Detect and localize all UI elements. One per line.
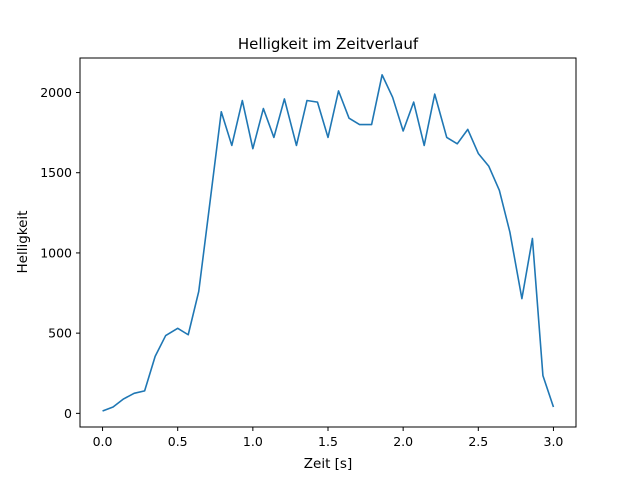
x-tick-label: 1.0 [243,434,263,449]
y-tick-label: 1500 [40,165,72,180]
chart-title: Helligkeit im Zeitverlauf [238,35,419,53]
y-axis-label: Helligkeit [15,211,31,274]
y-tick-label: 2000 [40,85,72,100]
series-line-helligkeit [102,74,555,412]
y-axis: 0 500 1000 1500 2000 [40,85,80,421]
y-tick-label: 500 [48,326,72,341]
x-tick-label: 2.0 [393,434,413,449]
x-tick-label: 1.5 [318,434,338,449]
x-axis-label: Zeit [s] [304,456,352,472]
y-tick-label: 1000 [40,245,72,260]
plot-area [102,74,555,412]
x-tick-label: 0.0 [93,434,113,449]
x-tick-label: 0.5 [168,434,188,449]
x-tick-label: 3.0 [544,434,564,449]
y-tick-label: 0 [64,406,72,421]
x-axis: 0.0 0.5 1.0 1.5 2.0 2.5 3.0 [93,427,564,449]
x-tick-label: 2.5 [468,434,488,449]
